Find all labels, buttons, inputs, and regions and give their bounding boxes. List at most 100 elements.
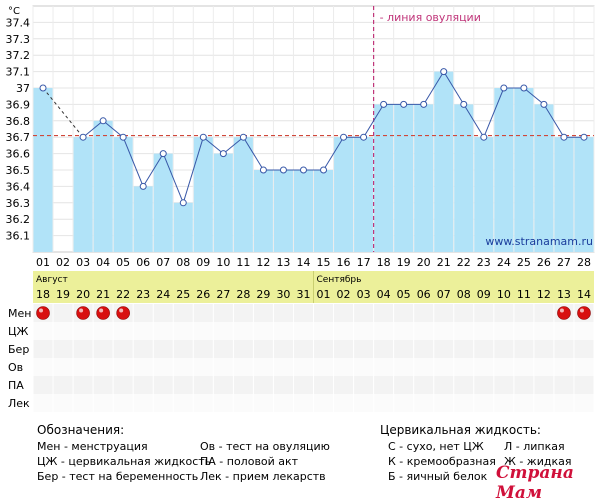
cycle-day-label: 01 xyxy=(36,256,50,269)
date-label: 30 xyxy=(276,288,290,301)
temperature-point xyxy=(199,133,207,141)
date-label: 12 xyxy=(537,288,551,301)
temperature-point xyxy=(239,133,247,141)
cycle-day-label: 12 xyxy=(256,256,270,269)
temperature-point xyxy=(400,100,408,108)
y-unit-label: °С xyxy=(8,6,20,17)
date-label: 28 xyxy=(236,288,250,301)
temperature-bar xyxy=(133,186,153,252)
temperature-line xyxy=(182,137,204,203)
temperature-bar xyxy=(574,137,594,252)
cycle-day-label: 03 xyxy=(76,256,90,269)
temperature-point xyxy=(460,100,468,108)
cycle-day-label: 06 xyxy=(136,256,150,269)
temperature-point xyxy=(360,133,368,141)
y-tick-label: 36.2 xyxy=(6,213,31,226)
source-label: www.stranamam.ru xyxy=(485,235,593,248)
cycle-day-label: 08 xyxy=(176,256,190,269)
legend-item-men: Мен - менструация xyxy=(37,440,148,453)
date-label: 26 xyxy=(196,288,210,301)
temperature-point xyxy=(119,133,127,141)
y-tick-label: 37 xyxy=(16,82,30,95)
row-label: ЦЖ xyxy=(8,325,29,338)
temperature-point xyxy=(320,166,328,174)
temperature-bar xyxy=(193,137,213,252)
date-label: 14 xyxy=(577,288,591,301)
legend-item-cervical: ЦЖ - цервикальная жидкость xyxy=(37,455,212,468)
date-label: 23 xyxy=(136,288,150,301)
y-tick-label: 36.3 xyxy=(6,197,31,210)
fluid-item-creamy: К - кремообразная xyxy=(388,455,496,468)
legend-item-medicine: Лек - прием лекарств xyxy=(200,470,326,483)
row-label: Ов xyxy=(8,361,23,374)
cycle-day-label: 15 xyxy=(317,256,331,269)
date-label: 18 xyxy=(36,288,50,301)
date-label: 08 xyxy=(457,288,471,301)
temperature-point xyxy=(79,133,87,141)
temperature-line xyxy=(423,71,445,105)
cycle-day-label: 26 xyxy=(537,256,551,269)
watermark-logo: Страна Мам xyxy=(496,463,574,503)
y-tick-label: 36.8 xyxy=(6,115,31,128)
temperature-bar xyxy=(454,104,474,253)
temperature-bar xyxy=(233,137,253,252)
y-tick-label: 37.4 xyxy=(6,16,31,29)
cycle-day-label: 17 xyxy=(357,256,371,269)
month-label: Сентябрь xyxy=(317,275,362,285)
date-label: 29 xyxy=(256,288,270,301)
date-label: 04 xyxy=(377,288,391,301)
cycle-day-label: 07 xyxy=(156,256,170,269)
temperature-point xyxy=(500,84,508,92)
y-tick-label: 36.7 xyxy=(6,131,31,144)
temperature-line xyxy=(523,87,545,105)
date-label: 21 xyxy=(96,288,110,301)
cycle-day-label: 18 xyxy=(377,256,391,269)
row-label: Мен xyxy=(8,307,31,320)
row-label: Бер xyxy=(8,343,29,356)
y-tick-label: 37.2 xyxy=(6,49,31,62)
temperature-bar xyxy=(494,88,514,252)
y-tick-label: 36.5 xyxy=(6,164,31,177)
temperature-bar xyxy=(354,137,374,252)
date-label: 11 xyxy=(517,288,531,301)
temperature-point xyxy=(520,84,528,92)
y-tick-label: 36.1 xyxy=(6,230,31,243)
temperature-bar xyxy=(173,202,193,252)
temperature-point xyxy=(139,182,147,190)
temperature-line xyxy=(162,153,184,203)
temperature-line xyxy=(122,137,144,187)
temperature-gap-line xyxy=(42,87,84,138)
date-label: 24 xyxy=(156,288,170,301)
temperature-bar xyxy=(554,137,574,252)
y-tick-label: 36.4 xyxy=(6,180,31,193)
date-label: 27 xyxy=(216,288,230,301)
fluid-title: Цервикальная жидкость: xyxy=(380,423,541,437)
legend-title: Обозначения: xyxy=(37,423,125,437)
cycle-day-label: 20 xyxy=(417,256,431,269)
fluid-item-eggwhite: Б - яичный белок xyxy=(388,470,488,483)
temperature-line xyxy=(102,120,124,138)
temperature-point xyxy=(279,166,287,174)
date-label: 13 xyxy=(557,288,571,301)
temperature-bar xyxy=(334,137,354,252)
date-label: 31 xyxy=(296,288,310,301)
fluid-item-watery: Ж - жидкая xyxy=(504,455,572,468)
date-label: 07 xyxy=(437,288,451,301)
temperature-line xyxy=(363,104,385,138)
temperature-point xyxy=(39,84,47,92)
y-tick-label: 36.9 xyxy=(6,98,31,111)
cycle-day-label: 14 xyxy=(296,256,310,269)
temperature-point xyxy=(159,150,167,158)
temperature-line xyxy=(202,136,224,154)
temperature-point xyxy=(480,133,488,141)
menstruation-dot-shine xyxy=(39,308,44,313)
temperature-bar xyxy=(293,170,313,252)
temperature-point xyxy=(179,199,187,207)
temperature-bar xyxy=(534,104,554,253)
temperature-line xyxy=(443,71,465,105)
cycle-day-label: 02 xyxy=(56,256,70,269)
menstruation-dot xyxy=(577,306,591,320)
temperature-point xyxy=(299,166,307,174)
menstruation-dot-shine xyxy=(559,308,564,313)
temperature-point xyxy=(540,100,548,108)
